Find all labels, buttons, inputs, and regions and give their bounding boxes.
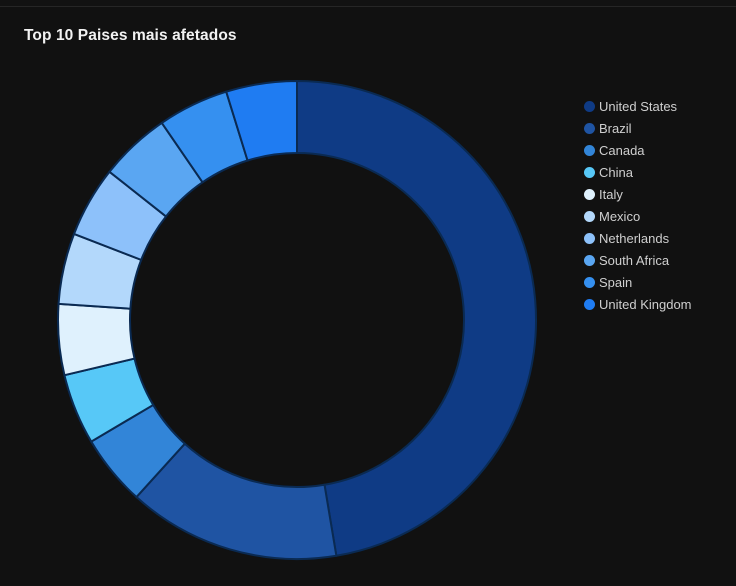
legend-label: Netherlands: [599, 230, 670, 246]
legend-item[interactable]: United States: [584, 95, 692, 117]
legend-item[interactable]: Italy: [584, 183, 692, 205]
legend-item[interactable]: Canada: [584, 139, 692, 161]
legend-label: Mexico: [599, 208, 641, 224]
legend-swatch-icon: [584, 188, 595, 200]
legend-swatch-icon: [584, 254, 595, 266]
legend-swatch-icon: [584, 210, 595, 222]
legend-item[interactable]: Brazil: [584, 117, 692, 139]
legend-item[interactable]: Mexico: [584, 205, 692, 227]
legend-swatch-icon: [584, 144, 595, 156]
legend-label: United States: [599, 98, 678, 114]
legend-label: Italy: [599, 186, 623, 202]
legend-label: Spain: [599, 274, 633, 290]
legend-label: Brazil: [599, 120, 632, 136]
legend-label: United Kingdom: [599, 296, 692, 312]
legend-swatch-icon: [584, 276, 595, 288]
legend-item[interactable]: United Kingdom: [584, 293, 692, 315]
chart-title: Top 10 Paises mais afetados: [24, 27, 237, 44]
legend-label: Canada: [599, 142, 645, 158]
legend-swatch-icon: [584, 298, 595, 310]
legend-item[interactable]: South Africa: [584, 249, 692, 271]
legend-item[interactable]: Netherlands: [584, 227, 692, 249]
donut-slice-united-kingdom[interactable]: [224, 79, 298, 162]
donut-slice-united-states[interactable]: [296, 79, 537, 557]
legend-label: China: [599, 164, 633, 180]
legend-item[interactable]: China: [584, 161, 692, 183]
chart-legend: United States Brazil Canada China Italy Mexic…: [584, 95, 692, 315]
chart-panel: Top 10 Paises mais afetados United State…: [0, 6, 736, 585]
legend-swatch-icon: [584, 232, 595, 244]
donut-chart: [57, 79, 537, 560]
legend-item[interactable]: Spain: [584, 271, 692, 293]
legend-swatch-icon: [584, 122, 595, 134]
legend-swatch-icon: [584, 166, 595, 178]
legend-swatch-icon: [584, 100, 595, 112]
legend-label: South Africa: [599, 252, 670, 268]
